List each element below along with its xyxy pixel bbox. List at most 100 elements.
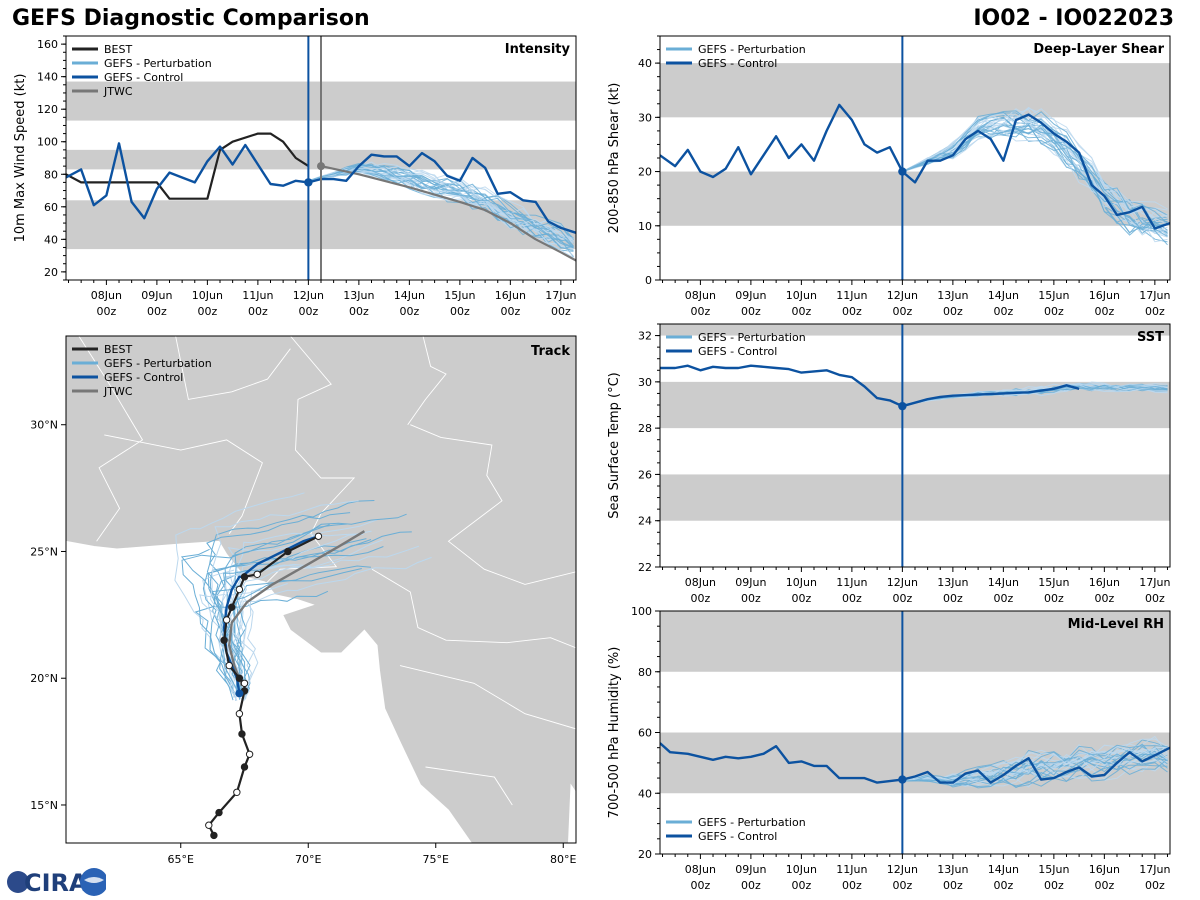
track-chart: 65°E 70°E 75°E 80°E 15°N 20°N 25°N 30°N Track BES… [30, 335, 577, 866]
sst-ytick-label: 30 [638, 376, 652, 389]
best-track-point [314, 532, 323, 540]
best-track-point [240, 679, 249, 687]
shear-xtick-label: 09Jun [735, 289, 766, 302]
track-legend-label: GEFS - Perturbation [104, 357, 212, 370]
perturbation-track [206, 512, 351, 695]
track-xtick-label: 75°E [423, 853, 449, 866]
intensity-xtick-label: 00z [248, 305, 268, 318]
shear-xtick-label: 11Jun [836, 289, 867, 302]
sst-control-init-point [898, 401, 907, 411]
border-line [104, 434, 263, 534]
track-ytick-label: 15°N [30, 799, 58, 812]
sst-band [660, 474, 1170, 521]
perturbation-track [210, 500, 359, 696]
border-line [407, 336, 447, 425]
perturbation-track [233, 513, 407, 695]
perturbation-track [174, 492, 305, 693]
intensity-ytick-label: 60 [44, 201, 58, 214]
best-track-point [210, 831, 218, 840]
track-xtick-label: 65°E [168, 853, 194, 866]
shear-xtick-label: 00z [1044, 305, 1064, 318]
sst-xtick-label: 00z [842, 592, 862, 605]
rh-xtick-label: 09Jun [735, 863, 766, 876]
shear-xtick-label: 00z [892, 305, 912, 318]
intensity-chart: 20 40 60 80 100 120 140 160 08Jun 00z 09Jun 00z 10Ju… [13, 35, 577, 318]
sst-xtick-label: 00z [791, 592, 811, 605]
shear-xtick-label: 00z [943, 305, 963, 318]
rh-perturbation-line [902, 744, 1168, 782]
track-legend-label: BEST [104, 343, 132, 356]
sst-legend-label: GEFS - Control [698, 345, 777, 358]
sst-xtick-label: 13Jun [937, 576, 968, 589]
intensity-xtick-label: 00z [450, 305, 470, 318]
rh-xtick-label: 16Jun [1089, 863, 1120, 876]
sst-xtick-label: 00z [1094, 592, 1114, 605]
sst-xtick-label: 00z [691, 592, 711, 605]
shear-ylabel: 200-850 hPa Shear (kt) [607, 83, 622, 234]
shear-xtick-label: 00z [993, 305, 1013, 318]
storm-id-title: IO02 - IO022023 [973, 6, 1174, 31]
best-track-point [284, 547, 292, 556]
rh-ytick-label: 40 [638, 787, 652, 800]
border-line [371, 568, 576, 649]
shear-ytick-label: 30 [638, 111, 652, 124]
best-track-point [235, 710, 244, 718]
sst-title: SST [1137, 330, 1164, 345]
rh-xtick-label: 17Jun [1139, 863, 1170, 876]
track-legend-label: JTWC [103, 385, 133, 398]
sst-xtick-label: 00z [1145, 592, 1165, 605]
rh-xtick-label: 12Jun [887, 863, 918, 876]
perturbation-track [209, 531, 412, 695]
intensity-legend-label: GEFS - Perturbation [104, 57, 212, 70]
intensity-jtwc-line [320, 165, 576, 262]
sst-control-line [660, 364, 1080, 408]
intensity-xtick-label: 16Jun [495, 289, 526, 302]
sst-ytick-label: 24 [638, 515, 652, 528]
rh-xtick-label: 14Jun [988, 863, 1019, 876]
rh-legend-label: GEFS - Perturbation [698, 816, 806, 829]
perturbation-track [210, 583, 242, 692]
cira-logo: CIRA [7, 868, 106, 897]
rh-control-line [660, 742, 1170, 784]
sst-xtick-label: 00z [943, 592, 963, 605]
intensity-ytick-label: 140 [37, 71, 58, 84]
intensity-xtick-label: 00z [197, 305, 217, 318]
rh-chart: 20 40 60 80 100 08Jun 00z 09Jun 00z 10Jun 00z 11Jun… [607, 605, 1171, 892]
sst-xtick-label: 15Jun [1038, 576, 1069, 589]
shear-ytick-label: 10 [638, 220, 652, 233]
shear-legend-label: GEFS - Perturbation [698, 43, 806, 56]
rh-ytick-label: 80 [638, 666, 652, 679]
best-track-point [228, 603, 236, 611]
sst-xtick-label: 00z [741, 592, 761, 605]
cira-logo-text: CIRA [24, 869, 88, 897]
shear-xtick-label: 10Jun [786, 289, 817, 302]
best-track-point [245, 750, 254, 758]
best-track-point [240, 763, 249, 771]
sst-ytick-label: 22 [638, 561, 652, 574]
rh-xtick-label: 08Jun [685, 863, 716, 876]
intensity-xtick-label: 09Jun [141, 289, 172, 302]
rh-ytick-label: 100 [631, 605, 652, 618]
intensity-control-init-point [304, 178, 313, 187]
shear-chart: 0 10 20 30 40 08Jun 00z 09Jun 00z 10Jun 00z 11Jun 00… [607, 35, 1171, 318]
border-line [262, 336, 356, 588]
shear-xtick-label: 16Jun [1089, 289, 1120, 302]
intensity-ytick-label: 160 [37, 38, 58, 51]
intensity-xtick-label: 00z [349, 305, 369, 318]
perturbation-track [237, 545, 420, 693]
rh-xtick-label: 10Jun [786, 863, 817, 876]
border-line [425, 766, 513, 806]
rh-xtick-label: 13Jun [937, 863, 968, 876]
intensity-legend-label: BEST [104, 43, 132, 56]
perturbation-track [224, 523, 348, 701]
sst-xtick-label: 10Jun [786, 576, 817, 589]
intensity-xtick-label: 12Jun [293, 289, 324, 302]
shear-xtick-label: 00z [791, 305, 811, 318]
intensity-xtick-label: 17Jun [545, 289, 576, 302]
intensity-xtick-label: 10Jun [192, 289, 223, 302]
intensity-perturbation-line [308, 164, 574, 240]
track-xtick-label: 70°E [295, 853, 321, 866]
shear-ytick-label: 20 [638, 166, 652, 179]
rh-ytick-label: 20 [638, 848, 652, 861]
sst-xtick-label: 00z [892, 592, 912, 605]
